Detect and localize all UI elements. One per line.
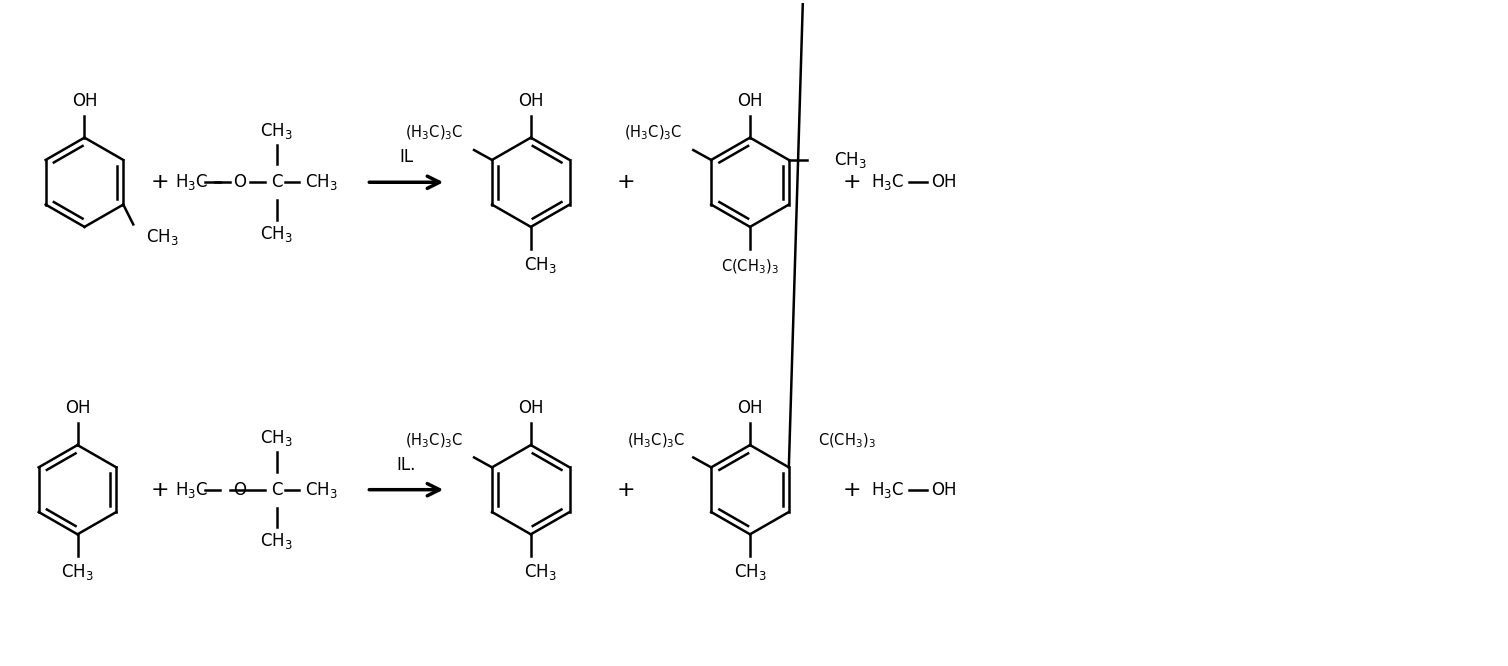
Text: (H$_3$C)$_3$C: (H$_3$C)$_3$C <box>406 124 463 143</box>
Text: CH$_3$: CH$_3$ <box>261 121 293 141</box>
Text: +: + <box>151 172 169 192</box>
Text: C: C <box>271 173 282 191</box>
Text: CH$_3$: CH$_3$ <box>146 227 179 247</box>
Text: IL: IL <box>400 149 413 166</box>
Text: OH: OH <box>932 481 958 499</box>
Text: CH$_3$: CH$_3$ <box>525 254 556 274</box>
Text: CH$_3$: CH$_3$ <box>261 531 293 551</box>
Text: CH$_3$: CH$_3$ <box>305 480 338 500</box>
Text: O: O <box>234 173 246 191</box>
Text: CH$_3$: CH$_3$ <box>62 562 93 582</box>
Text: C(CH$_3$)$_3$: C(CH$_3$)$_3$ <box>721 257 780 276</box>
Text: OH: OH <box>519 400 543 418</box>
Text: CH$_3$: CH$_3$ <box>834 150 867 170</box>
Text: (H$_3$C)$_3$C: (H$_3$C)$_3$C <box>624 124 683 143</box>
Text: H$_3$C: H$_3$C <box>175 172 208 192</box>
Text: O: O <box>234 481 246 499</box>
Text: OH: OH <box>519 92 543 110</box>
Text: +: + <box>151 480 169 500</box>
Text: OH: OH <box>65 400 90 418</box>
Text: +: + <box>617 480 635 500</box>
Text: C(CH$_3$)$_3$: C(CH$_3$)$_3$ <box>817 432 876 450</box>
Text: H$_3$C: H$_3$C <box>175 480 208 500</box>
Text: CH$_3$: CH$_3$ <box>305 172 338 192</box>
Text: (H$_3$C)$_3$C: (H$_3$C)$_3$C <box>627 432 686 450</box>
Text: OH: OH <box>737 400 763 418</box>
Text: (H$_3$C)$_3$C: (H$_3$C)$_3$C <box>406 432 463 450</box>
Text: CH$_3$: CH$_3$ <box>261 224 293 244</box>
Text: H$_3$C: H$_3$C <box>872 172 905 192</box>
Text: OH: OH <box>72 92 97 110</box>
Text: +: + <box>843 172 861 192</box>
Text: CH$_3$: CH$_3$ <box>733 562 766 582</box>
Text: C: C <box>271 481 282 499</box>
Text: IL.: IL. <box>397 456 416 474</box>
Text: +: + <box>617 172 635 192</box>
Text: +: + <box>843 480 861 500</box>
Text: OH: OH <box>737 92 763 110</box>
Text: H$_3$C: H$_3$C <box>872 480 905 500</box>
Text: CH$_3$: CH$_3$ <box>261 428 293 448</box>
Text: OH: OH <box>932 173 958 191</box>
Text: CH$_3$: CH$_3$ <box>525 562 556 582</box>
